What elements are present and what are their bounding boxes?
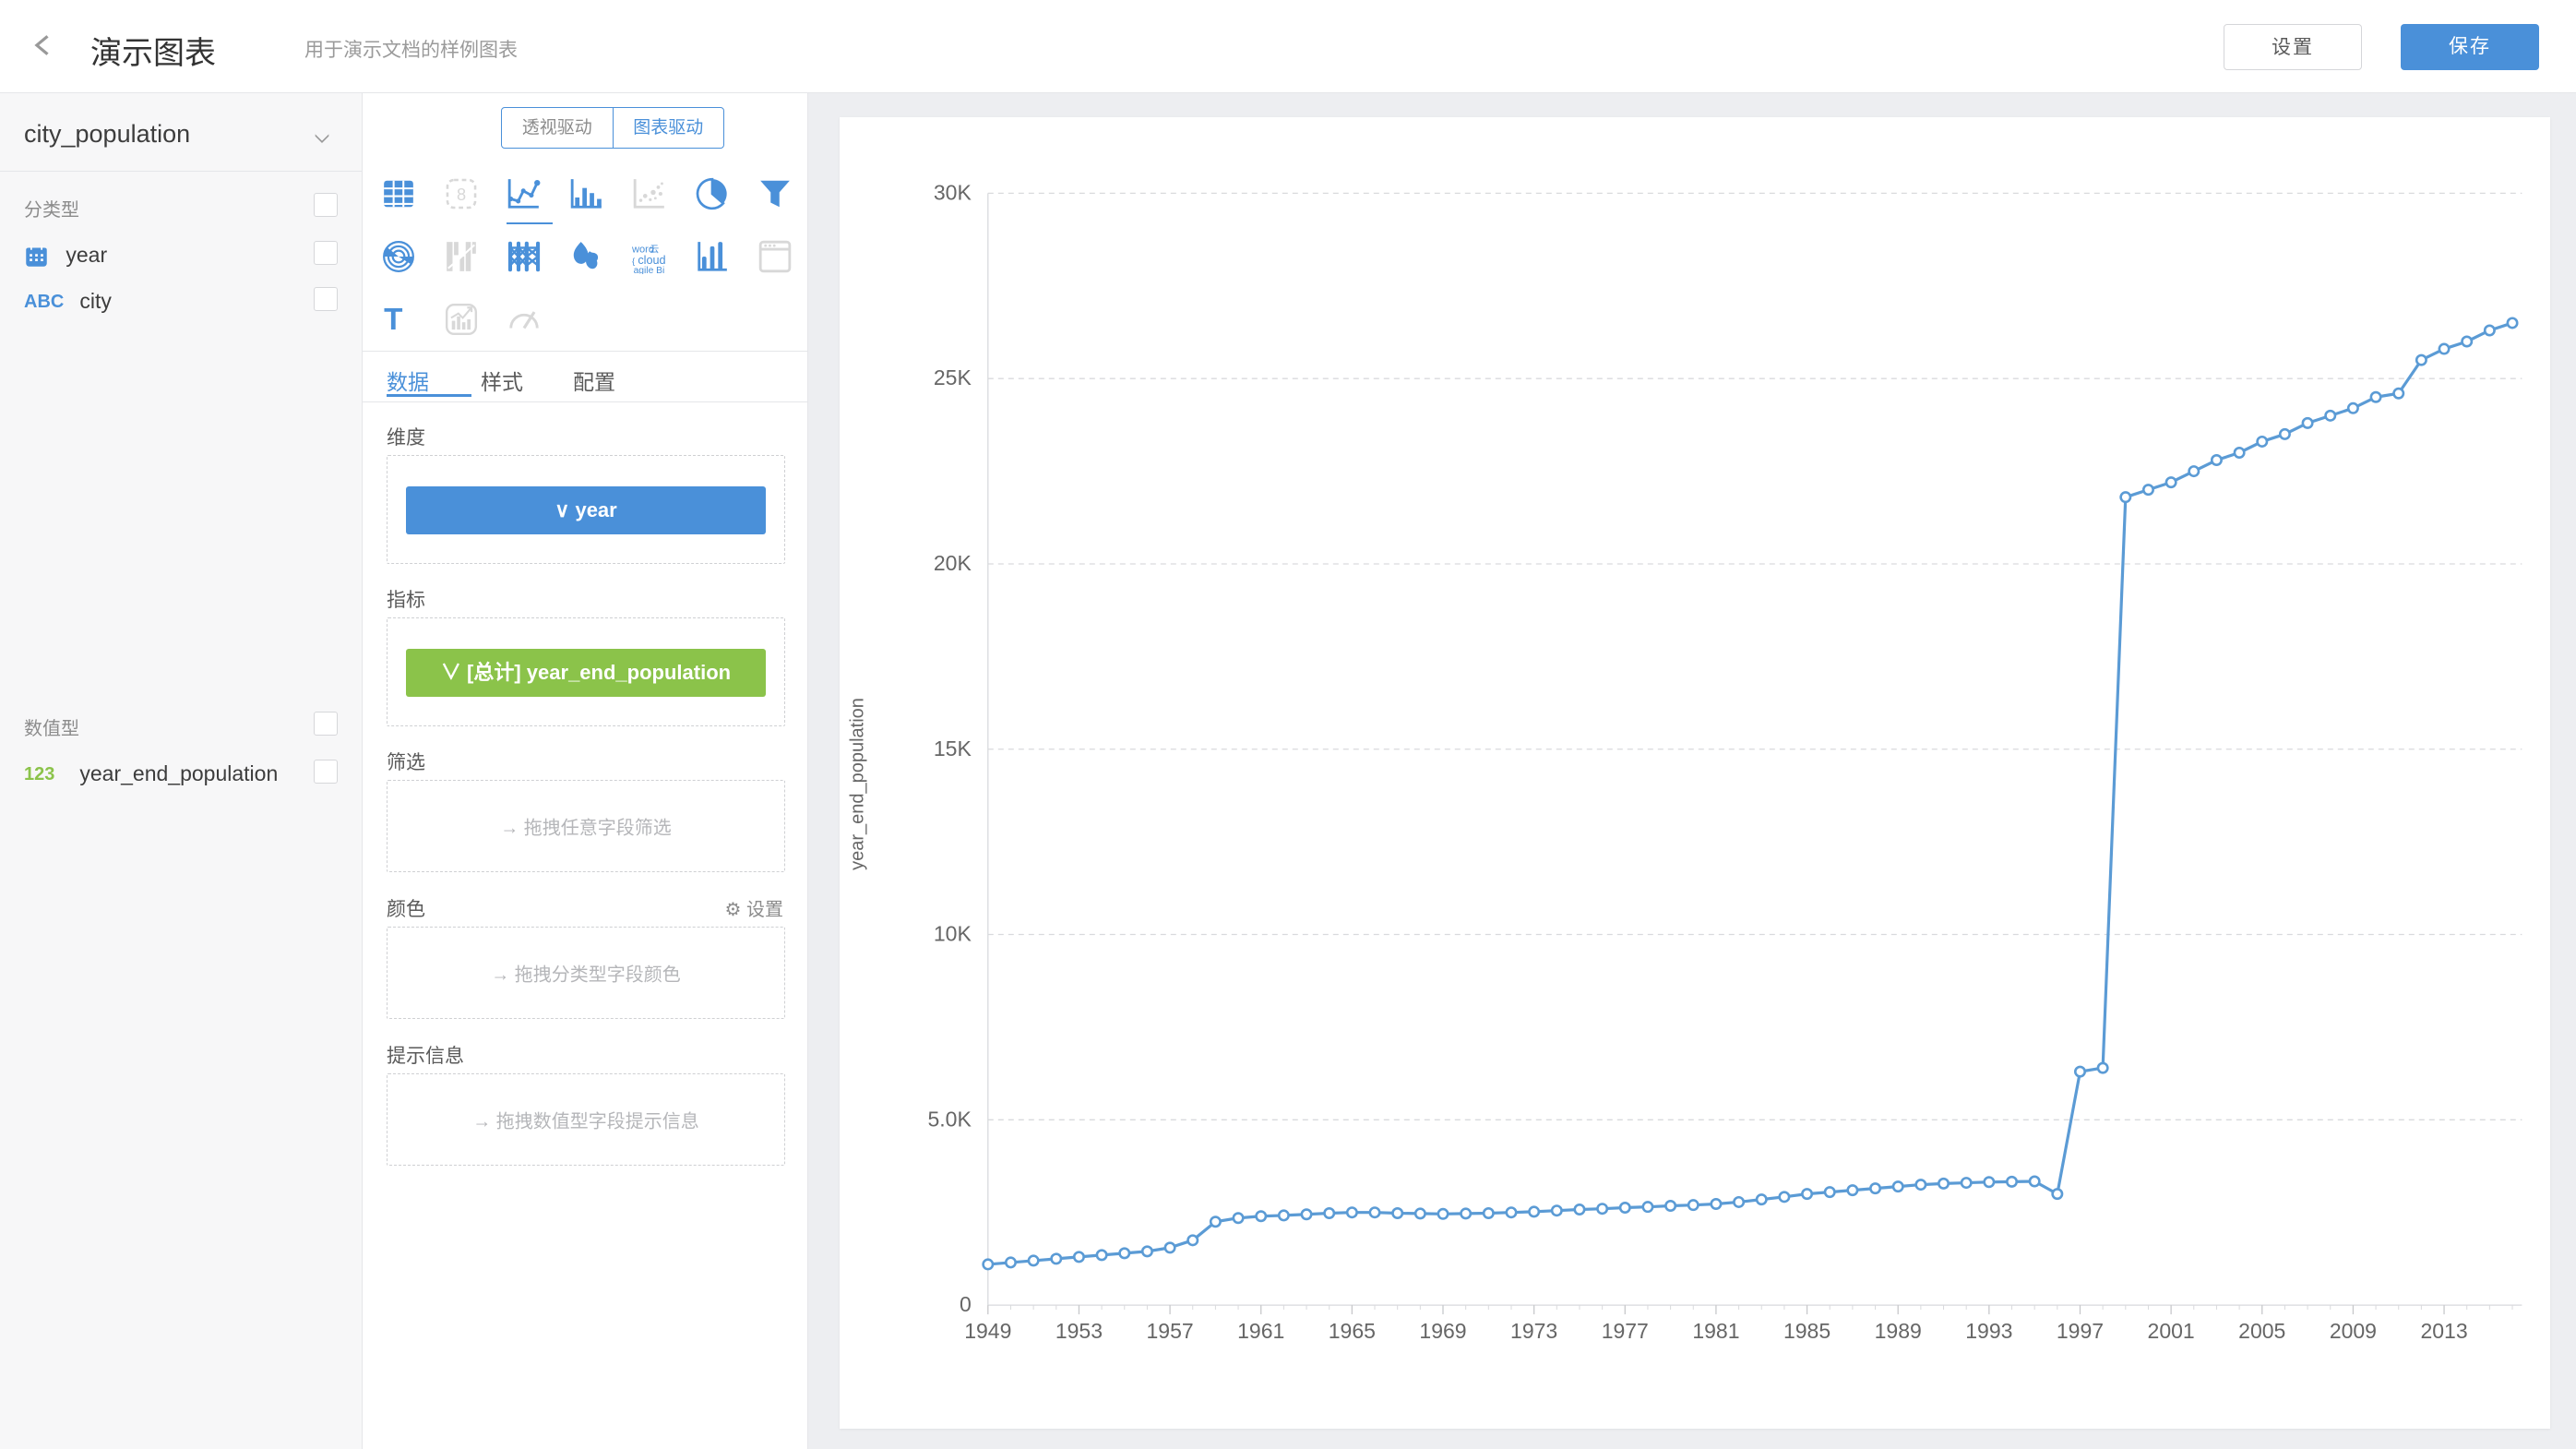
svg-text:30K: 30K	[934, 180, 972, 204]
svg-text:1961: 1961	[1237, 1319, 1284, 1343]
svg-text:1997: 1997	[2057, 1319, 2104, 1343]
svg-text:0: 0	[960, 1292, 972, 1316]
svg-text:15K: 15K	[934, 736, 972, 760]
svg-text:2005: 2005	[2238, 1319, 2285, 1343]
svg-text:cloud: cloud	[638, 254, 665, 267]
svg-text:1969: 1969	[1419, 1319, 1466, 1343]
svg-text:5.0K: 5.0K	[927, 1107, 972, 1131]
svg-text:2009: 2009	[2330, 1319, 2377, 1343]
svg-text:25K: 25K	[934, 365, 972, 389]
svg-text:1985: 1985	[1783, 1319, 1831, 1343]
svg-text:10K: 10K	[934, 922, 972, 946]
svg-text:1973: 1973	[1510, 1319, 1557, 1343]
svg-text:20K: 20K	[934, 551, 972, 575]
svg-text:1957: 1957	[1146, 1319, 1193, 1343]
svg-text:1965: 1965	[1329, 1319, 1376, 1343]
svg-text:2013: 2013	[2420, 1319, 2467, 1343]
svg-text:1949: 1949	[964, 1319, 1011, 1343]
svg-text:1981: 1981	[1692, 1319, 1739, 1343]
svg-text:1993: 1993	[1965, 1319, 2012, 1343]
svg-text:agile Bi: agile Bi	[634, 266, 665, 274]
svg-text:1989: 1989	[1875, 1319, 1922, 1343]
svg-text:8: 8	[457, 186, 466, 204]
svg-text:1977: 1977	[1602, 1319, 1649, 1343]
svg-text:1953: 1953	[1055, 1319, 1103, 1343]
svg-text:2001: 2001	[2148, 1319, 2195, 1343]
svg-text:T: T	[384, 303, 402, 337]
